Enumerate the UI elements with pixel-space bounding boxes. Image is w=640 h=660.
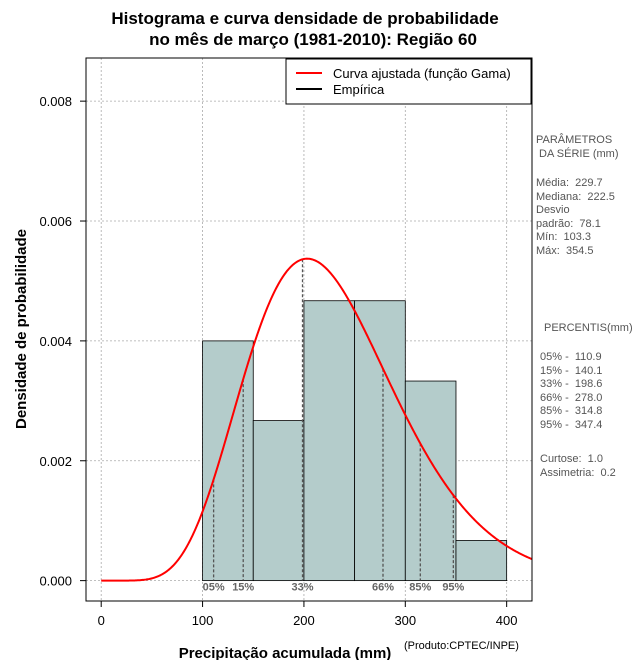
histogram-bar (404, 380, 457, 582)
histogram-bar (354, 300, 406, 582)
percentile-label: 66% (372, 582, 394, 594)
x-tick-label: 300 (394, 613, 416, 628)
x-axis-ticks: 0 100 200 300 400 (98, 601, 518, 628)
parametros-title: PARÂMETROS DA SÉRIE (mm) (536, 134, 619, 160)
histogram-bar (455, 540, 508, 582)
y-tick-label: 0.002 (39, 454, 72, 469)
percentile-label: 15% (232, 582, 254, 594)
percentile-label: 05% (203, 582, 225, 594)
histogram-bar (252, 420, 305, 582)
y-tick-label: 0.008 (39, 94, 72, 109)
x-tick-label: 100 (192, 613, 214, 628)
histogram-bars (202, 300, 508, 582)
produto-credit: (Produto:CPTEC/INPE) (404, 640, 519, 652)
plot-frame (85, 57, 533, 602)
histogram-bar (202, 340, 254, 582)
percentile-label: 85% (409, 582, 431, 594)
percentis-values: 05% - 110.9 15% - 140.1 33% - 198.6 66% … (540, 351, 603, 431)
percentis-title: PERCENTIS(mm) (544, 322, 633, 334)
x-tick-label: 200 (293, 613, 315, 628)
chart-title-line1: Histograma e curva densidade de probabil… (111, 9, 498, 28)
percentile-label: 95% (442, 582, 464, 594)
percentile-lines (212, 259, 454, 581)
legend-box (285, 58, 532, 105)
parametros-values: Média: 229.7 Mediana: 222.5 Desvio padrã… (536, 177, 615, 257)
curtose-assimetria: Curtose: 1.0 Assimetria: 0.2 (540, 453, 616, 479)
y-tick-label: 0.006 (39, 214, 72, 229)
y-axis-ticks: 0.000 0.002 0.004 0.006 0.008 (39, 94, 86, 589)
x-axis-label: Precipitação acumulada (mm) (179, 645, 392, 660)
legend-label-empirica: Empírica (333, 82, 385, 97)
histogram-bar (303, 300, 356, 582)
gamma-curve (101, 257, 533, 582)
legend-label-curve: Curva ajustada (função Gama) (333, 66, 511, 81)
percentile-label: 33% (291, 582, 313, 594)
y-tick-label: 0.000 (39, 574, 72, 589)
x-tick-label: 0 (98, 613, 105, 628)
y-tick-label: 0.004 (39, 334, 72, 349)
x-tick-label: 400 (496, 613, 518, 628)
y-axis-label: Densidade de probabilidade (13, 229, 30, 429)
percentile-labels: 05% 15% 33% 66% 85% 95% (203, 582, 465, 594)
chart-title-line2: no mês de março (1981-2010): Região 60 (149, 30, 477, 49)
legend: Curva ajustada (função Gama) Empírica (285, 58, 532, 105)
